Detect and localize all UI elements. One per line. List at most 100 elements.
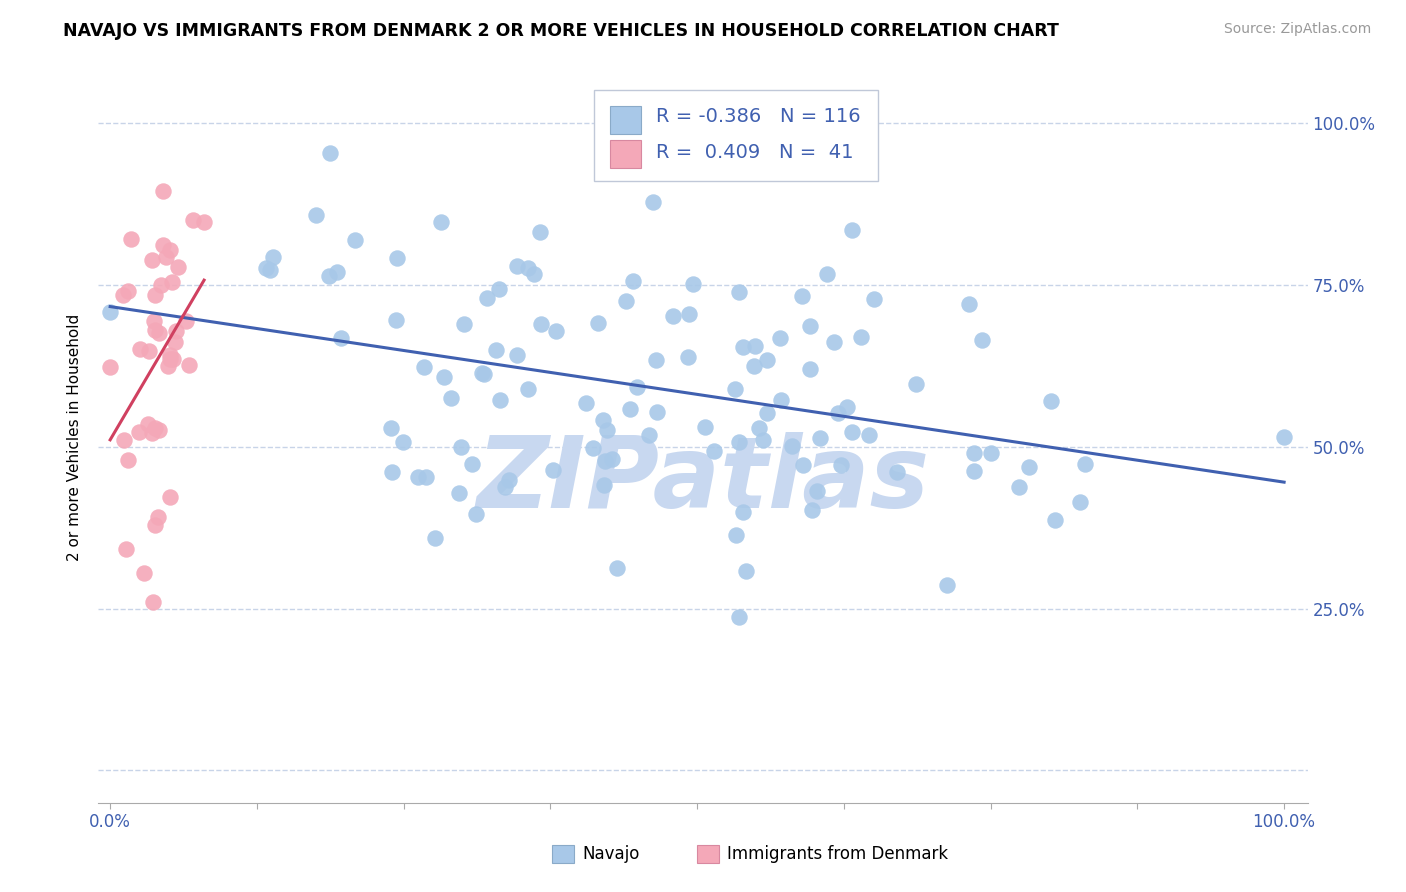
Point	[318, 269, 340, 284]
Point	[748, 421, 770, 435]
Point	[827, 406, 849, 420]
Text: R = -0.386   N = 116: R = -0.386 N = 116	[655, 107, 860, 127]
Point	[731, 340, 754, 354]
Text: Immigrants from Denmark: Immigrants from Denmark	[727, 845, 948, 863]
Point	[485, 343, 508, 358]
Point	[112, 433, 135, 447]
Point	[98, 359, 121, 374]
Point	[886, 465, 908, 479]
Point	[936, 577, 959, 591]
Point	[128, 342, 150, 356]
Point	[453, 317, 475, 331]
Point	[823, 334, 845, 349]
Point	[858, 428, 880, 442]
Point	[770, 392, 793, 407]
Point	[851, 329, 873, 343]
Point	[728, 434, 751, 449]
Point	[423, 531, 446, 545]
Point	[792, 458, 814, 472]
Point	[742, 359, 765, 373]
Point	[606, 561, 628, 575]
Point	[593, 454, 616, 468]
Point	[319, 145, 342, 160]
Point	[128, 425, 150, 439]
Point	[143, 288, 166, 302]
Point	[980, 446, 1002, 460]
Point	[703, 444, 725, 458]
Y-axis label: 2 or more Vehicles in Household: 2 or more Vehicles in Household	[67, 313, 83, 561]
Point	[575, 396, 598, 410]
Text: Navajo: Navajo	[582, 845, 640, 863]
Point	[662, 309, 685, 323]
Point	[735, 564, 758, 578]
Point	[148, 510, 170, 524]
Point	[810, 431, 832, 445]
Point	[433, 369, 456, 384]
Point	[450, 440, 472, 454]
Point	[841, 223, 863, 237]
Point	[174, 314, 197, 328]
Point	[141, 252, 163, 267]
Point	[863, 292, 886, 306]
Point	[177, 359, 200, 373]
Point	[159, 352, 181, 367]
Point	[472, 368, 495, 382]
Point	[447, 486, 470, 500]
Point	[963, 446, 986, 460]
Point	[165, 324, 187, 338]
Point	[181, 213, 204, 227]
Point	[385, 252, 408, 266]
Point	[381, 466, 404, 480]
Text: NAVAJO VS IMMIGRANTS FROM DENMARK 2 OR MORE VEHICLES IN HOUSEHOLD CORRELATION CH: NAVAJO VS IMMIGRANTS FROM DENMARK 2 OR M…	[63, 22, 1059, 40]
Point	[645, 405, 668, 419]
Point	[529, 225, 551, 239]
Point	[581, 442, 603, 456]
FancyBboxPatch shape	[595, 90, 879, 181]
Point	[728, 610, 751, 624]
Point	[385, 312, 408, 326]
Point	[111, 288, 134, 302]
Point	[815, 267, 838, 281]
Point	[143, 517, 166, 532]
Point	[143, 421, 166, 435]
Point	[149, 278, 172, 293]
Point	[138, 417, 160, 431]
Point	[592, 413, 614, 427]
Point	[963, 464, 986, 478]
Point	[440, 391, 463, 405]
Point	[544, 324, 567, 338]
Point	[1018, 460, 1040, 475]
Point	[1073, 457, 1095, 471]
Point	[142, 595, 165, 609]
Point	[614, 294, 637, 309]
FancyBboxPatch shape	[551, 846, 574, 863]
Point	[117, 284, 139, 298]
Point	[262, 250, 284, 264]
Point	[678, 307, 700, 321]
Point	[841, 425, 863, 439]
Point	[523, 267, 546, 281]
Point	[159, 491, 181, 505]
Point	[259, 263, 281, 277]
Text: Source: ZipAtlas.com: Source: ZipAtlas.com	[1223, 22, 1371, 37]
Point	[343, 233, 366, 247]
Point	[638, 428, 661, 442]
Point	[768, 331, 790, 345]
Point	[141, 426, 163, 441]
Point	[506, 348, 529, 362]
Point	[494, 480, 516, 494]
Point	[115, 541, 138, 556]
Point	[755, 353, 778, 368]
Point	[596, 423, 619, 437]
Point	[152, 184, 174, 198]
Point	[619, 402, 641, 417]
Point	[682, 277, 704, 291]
Point	[464, 508, 486, 522]
Point	[799, 362, 821, 376]
Point	[155, 250, 177, 264]
Point	[744, 339, 766, 353]
Point	[305, 208, 328, 222]
Point	[517, 260, 540, 275]
Point	[780, 439, 803, 453]
Point	[471, 367, 494, 381]
